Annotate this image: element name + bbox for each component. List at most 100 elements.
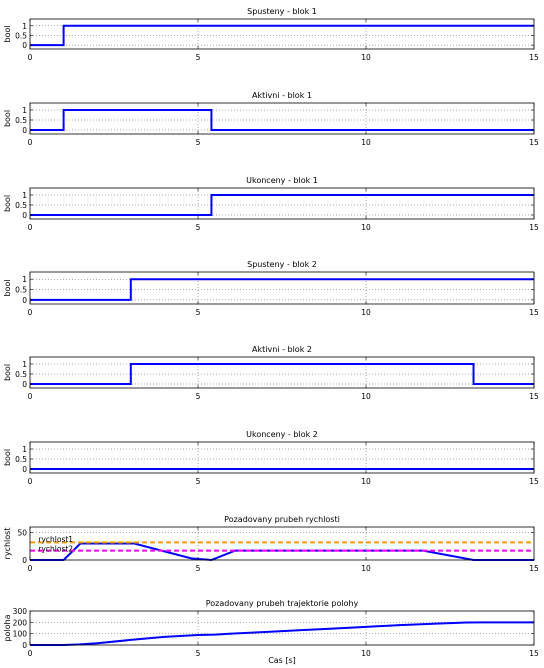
y-tick-label: 0 xyxy=(22,211,27,220)
chart-title: Spusteny - blok 2 xyxy=(247,260,317,269)
x-tick-label: 0 xyxy=(28,223,33,232)
x-tick-label: 15 xyxy=(529,477,539,486)
x-tick-label: 15 xyxy=(529,223,539,232)
y-tick-label: 1 xyxy=(22,275,27,284)
x-tick-label: 5 xyxy=(196,138,201,147)
y-tick-label: 0 xyxy=(22,465,27,474)
x-tick-label: 0 xyxy=(28,477,33,486)
x-tick-label: 10 xyxy=(361,392,371,401)
x-axis-label: Cas [s] xyxy=(268,656,296,665)
x-tick-label: 10 xyxy=(361,308,371,317)
y-tick-label: 0 xyxy=(22,380,27,389)
x-tick-label: 15 xyxy=(529,138,539,147)
data-line xyxy=(30,363,534,385)
y-tick-label: 1 xyxy=(22,191,27,200)
y-axis-label: bool xyxy=(3,195,12,212)
x-tick-label: 5 xyxy=(196,392,201,401)
axes-frame xyxy=(29,271,535,305)
y-tick-label: 50 xyxy=(17,529,27,538)
axes-frame xyxy=(29,356,535,389)
chart-title: Aktivni - blok 2 xyxy=(252,345,312,354)
y-axis-label: bool xyxy=(3,110,12,127)
y-axis-label: poloha xyxy=(3,614,12,641)
y-tick-label: 0.5 xyxy=(15,31,27,40)
axes-frame xyxy=(29,610,535,646)
y-tick-label: 1 xyxy=(22,445,27,454)
subplot: Pozadovany prubeh rychlosti rychlost rychl… xyxy=(3,515,539,573)
y-tick-label: 0 xyxy=(22,126,27,135)
x-tick-label: 0 xyxy=(28,308,33,317)
data-line xyxy=(30,109,534,131)
y-tick-label: 0.5 xyxy=(15,370,27,379)
y-tick-label: 0 xyxy=(22,641,27,650)
x-tick-label: 15 xyxy=(529,53,539,62)
chart-title: Pozadovany prubeh rychlosti xyxy=(224,515,340,524)
x-tick-label: 0 xyxy=(28,392,33,401)
y-tick-label: 0.5 xyxy=(15,116,27,125)
axes-frame xyxy=(29,102,535,135)
x-tick-label: 0 xyxy=(28,649,33,658)
axes-frame xyxy=(29,18,535,50)
axes-frame xyxy=(29,187,535,220)
y-tick-label: 1 xyxy=(22,22,27,31)
y-axis-label: rychlost xyxy=(3,528,12,560)
data-line xyxy=(30,24,534,47)
y-tick-label: 0.5 xyxy=(15,201,27,210)
chart-title: Ukonceny - blok 1 xyxy=(246,176,318,185)
x-tick-label: 10 xyxy=(361,564,371,573)
chart-title: Aktivni - blok 1 xyxy=(252,91,312,100)
y-axis-label: bool xyxy=(3,364,12,381)
y-tick-label: 1 xyxy=(22,106,27,115)
chart-title: Pozadovany prubeh trajektorie polohy xyxy=(206,599,359,608)
x-tick-label: 15 xyxy=(529,392,539,401)
x-tick-label: 10 xyxy=(361,649,371,658)
data-line xyxy=(30,621,534,646)
x-tick-label: 5 xyxy=(196,564,201,573)
annotation-label: rychlost1 xyxy=(38,535,73,544)
data-line xyxy=(30,194,534,216)
y-tick-label: 0 xyxy=(22,41,27,50)
x-tick-label: 15 xyxy=(529,564,539,573)
chart-title: Spusteny - blok 1 xyxy=(247,7,317,16)
y-tick-label: 200 xyxy=(13,618,28,627)
x-tick-label: 15 xyxy=(529,308,539,317)
y-tick-label: 0.5 xyxy=(15,455,27,464)
x-tick-label: 5 xyxy=(196,53,201,62)
axes-frame xyxy=(29,526,535,561)
chart-title: Ukonceny - blok 2 xyxy=(246,430,318,439)
annotation-label: rychlost2 xyxy=(38,544,73,553)
y-axis-label: bool xyxy=(3,279,12,296)
subplot: Pozadovany prubeh trajektorie polohy polo… xyxy=(3,599,539,658)
y-axis-label: bool xyxy=(3,25,12,42)
x-tick-label: 5 xyxy=(196,308,201,317)
y-tick-label: 0.5 xyxy=(15,286,27,295)
x-tick-label: 10 xyxy=(361,53,371,62)
x-tick-label: 0 xyxy=(28,138,33,147)
y-tick-label: 100 xyxy=(13,630,28,639)
y-tick-label: 0 xyxy=(22,296,27,305)
x-tick-label: 15 xyxy=(529,649,539,658)
axes-frame xyxy=(29,441,535,474)
y-tick-label: 1 xyxy=(22,360,27,369)
y-axis-label: bool xyxy=(3,449,12,466)
x-tick-label: 5 xyxy=(196,223,201,232)
y-tick-label: 300 xyxy=(13,607,28,616)
data-line xyxy=(30,542,534,562)
data-line xyxy=(30,278,534,301)
x-tick-label: 10 xyxy=(361,138,371,147)
x-tick-label: 5 xyxy=(196,477,201,486)
y-tick-label: 0 xyxy=(22,556,27,565)
x-tick-label: 0 xyxy=(28,564,33,573)
x-tick-label: 10 xyxy=(361,223,371,232)
x-tick-label: 5 xyxy=(196,649,201,658)
x-tick-label: 0 xyxy=(28,53,33,62)
x-tick-label: 10 xyxy=(361,477,371,486)
